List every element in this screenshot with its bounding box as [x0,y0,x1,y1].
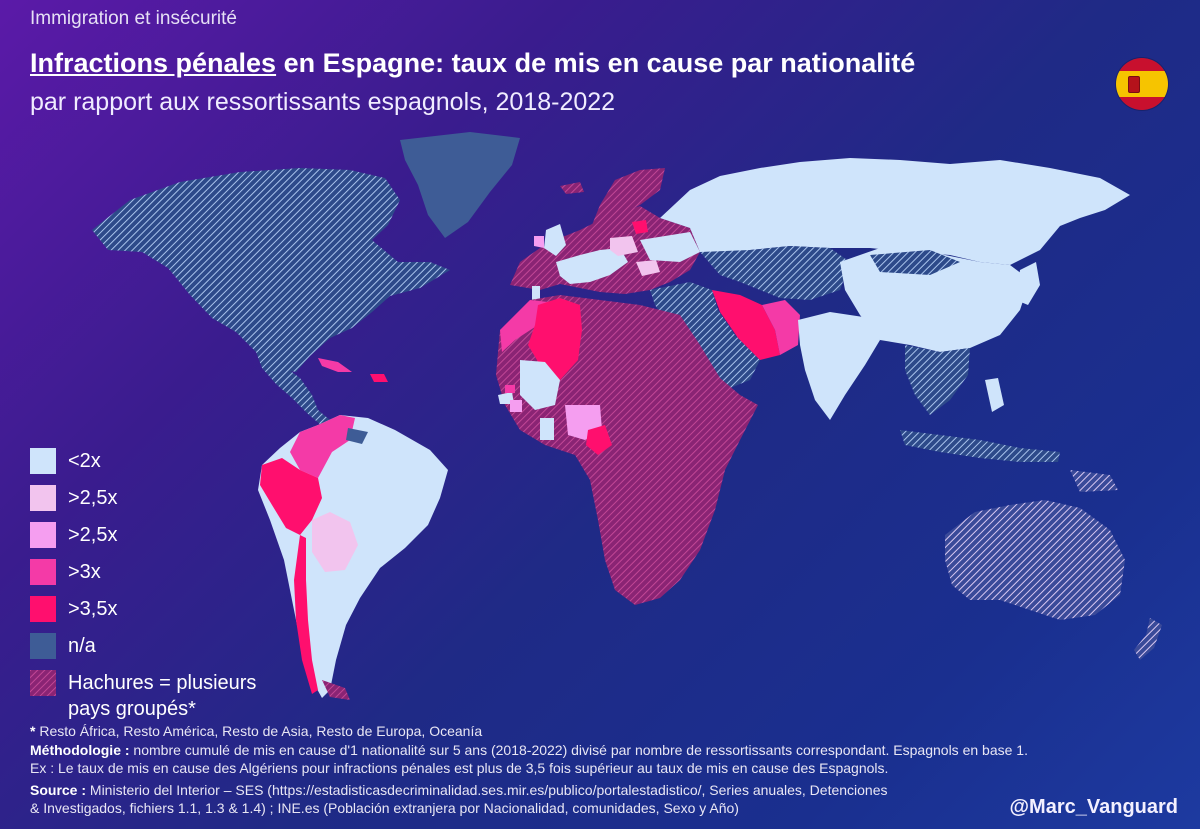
chile [294,535,318,694]
legend-label: >3,5x [68,597,118,620]
papua [1070,470,1118,492]
subtitle: par rapport aux ressortissants espagnols… [30,88,616,116]
north-america [92,168,450,372]
romania [636,260,660,276]
title-underlined: Infractions pénales [30,48,277,78]
legend-swatch [30,448,56,474]
tierra-del-fuego [322,680,350,700]
source-note: Source : Ministerio del Interior – SES (… [30,781,1190,800]
author-handle: @Marc_Vanguard [1009,796,1178,818]
india [798,312,880,420]
legend-swatch [30,485,56,511]
groups-note: * Resto África, Resto América, Resto de … [30,722,1190,741]
japan [1016,262,1040,305]
central-america [256,352,330,426]
france-germany [556,248,628,284]
mali [520,360,560,410]
kicker: Immigration et insécurité [30,8,237,29]
iran [712,290,780,360]
footnotes: * Resto África, Resto América, Resto de … [30,722,1190,818]
portugal [532,286,540,300]
bolivia-paraguay [312,512,358,572]
legend-label: >2,5x [68,486,118,509]
legend-hatch-text: Hachures = plusieurs pays groupés* [68,670,256,722]
algeria [528,298,582,380]
source-note-2: & Investigados, fichiers 1.1, 1.3 & 1.4)… [30,800,739,816]
legend-swatch [30,633,56,659]
world-map [92,132,1162,700]
russia [660,158,1130,265]
title-rest: en Espagne: taux de mis en cause par nat… [276,48,916,78]
dominican-republic [370,374,388,382]
method-text: nombre cumulé de mis en cause d'1 nation… [129,741,1028,758]
guinea [510,400,522,412]
legend-label: <2x [68,449,101,472]
hatch-swatch [30,670,56,696]
example-note: Ex : Le taux de mis en cause des Algérie… [30,760,889,776]
morocco [500,300,548,352]
new-zealand [1134,618,1162,660]
poland [610,236,638,256]
ghana [540,418,554,440]
scandinavia [590,168,665,232]
lithuania [632,220,648,234]
philippines [985,378,1004,412]
uk [544,224,566,256]
greenland [400,132,520,238]
legend-hatch-line1: Hachures = plusieurs [68,672,257,694]
cuba [318,358,352,372]
method-label: Méthodologie : [30,741,130,758]
legend-hatch-line2: pays groupés* [68,698,196,720]
legend-swatch [30,559,56,585]
middle-east [650,282,760,392]
legend-label: >3x [68,560,101,583]
colombia-venezuela [290,415,355,478]
legend-item-na: n/a [30,633,96,659]
south-america [258,415,448,698]
cameroon [586,425,612,455]
mauritania-spot [505,385,515,393]
method-note: Méthodologie : nombre cumulé de mis en c… [30,741,1190,760]
legend-item-lt2: <2x [30,448,101,474]
pakistan [762,300,800,355]
spain-flag-icon [1116,58,1168,110]
source-text: Ministerio del Interior – SES (https://e… [86,781,888,798]
page-title: Infractions pénales en Espagne: taux de … [30,48,915,79]
legend-label: n/a [68,634,96,657]
guianas [346,428,368,444]
china [840,248,1030,352]
legend-item-hatch: Hachures = plusieurs pays groupés* [30,670,256,722]
legend-item-gt2_5a: >2,5x [30,485,117,511]
australia [945,500,1125,620]
indonesia [900,430,1060,462]
central-asia [700,246,850,300]
legend-label: >2,5x [68,523,118,546]
legend-item-gt2_5b: >2,5x [30,522,117,548]
peru-ecuador [260,458,322,535]
iceland [560,182,584,194]
legend-swatch [30,522,56,548]
groups-text: Resto África, Resto América, Resto de As… [35,723,483,739]
source-label: Source : [30,781,87,798]
ukraine [640,232,700,262]
legend-swatch [30,596,56,622]
legend-item-gt3: >3x [30,559,101,585]
southeast-asia [905,345,970,415]
groups-label: * [30,723,36,739]
ireland [534,236,544,248]
legend-item-gt3_5: >3,5x [30,596,117,622]
mongolia [870,250,960,275]
